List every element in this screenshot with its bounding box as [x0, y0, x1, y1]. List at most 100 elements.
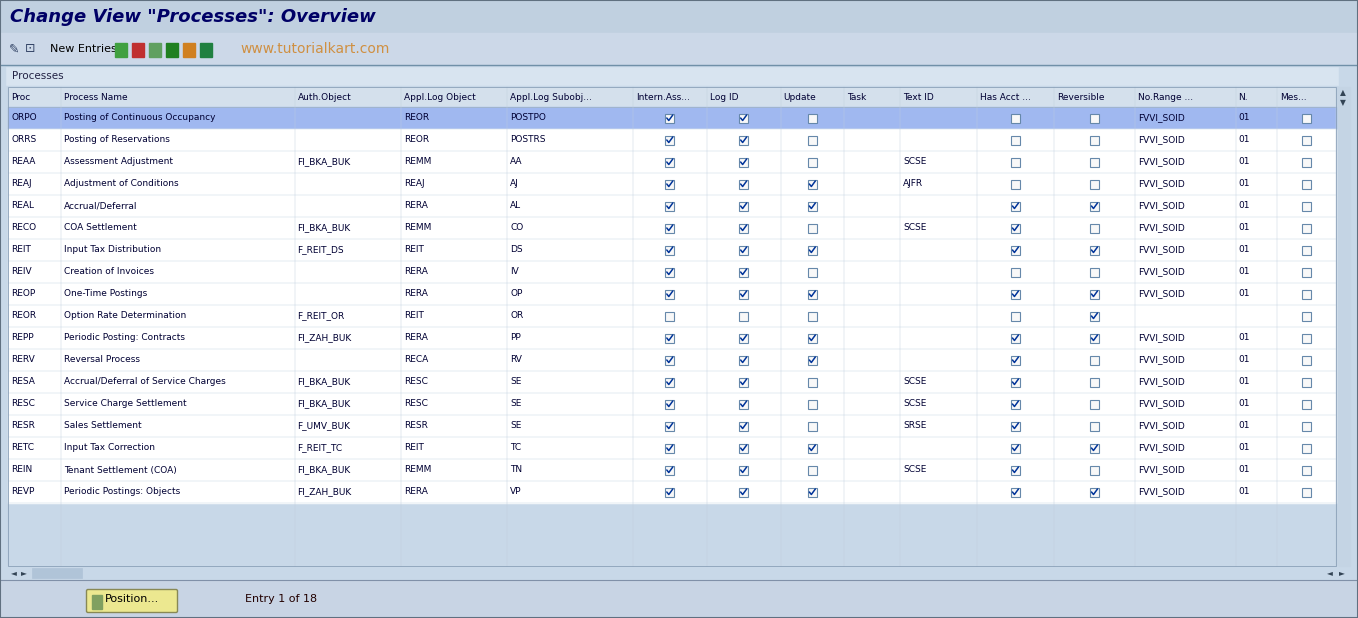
- Bar: [8, 239, 1336, 261]
- Text: Periodic Postings: Objects: Periodic Postings: Objects: [64, 488, 181, 496]
- Text: FVVI_SOID: FVVI_SOID: [1138, 135, 1184, 145]
- Bar: [808, 114, 816, 122]
- Bar: [8, 217, 1336, 239]
- Bar: [1090, 245, 1099, 255]
- Bar: [1302, 421, 1310, 431]
- Text: SCSE: SCSE: [903, 158, 926, 166]
- Text: 01: 01: [1238, 355, 1251, 365]
- Text: SCSE: SCSE: [903, 378, 926, 386]
- Bar: [1010, 378, 1020, 386]
- Text: Processes: Processes: [12, 71, 64, 81]
- Text: 01: 01: [1238, 334, 1251, 342]
- Bar: [808, 179, 816, 188]
- Bar: [665, 114, 675, 122]
- Bar: [149, 43, 162, 57]
- Text: AJFR: AJFR: [903, 179, 923, 188]
- Text: RESC: RESC: [11, 399, 35, 408]
- Bar: [0, 0, 1358, 33]
- Bar: [8, 195, 1336, 217]
- Text: Accrual/Deferral of Service Charges: Accrual/Deferral of Service Charges: [64, 378, 225, 386]
- Bar: [808, 488, 816, 496]
- Bar: [1010, 179, 1020, 188]
- Text: Posting of Continuous Occupancy: Posting of Continuous Occupancy: [64, 114, 216, 122]
- Bar: [739, 114, 748, 122]
- Bar: [808, 245, 816, 255]
- Bar: [1090, 158, 1099, 166]
- Text: SCSE: SCSE: [903, 224, 926, 232]
- Bar: [1090, 334, 1099, 342]
- Bar: [1010, 135, 1020, 145]
- Text: CO: CO: [511, 224, 524, 232]
- Bar: [1090, 224, 1099, 232]
- Text: REMM: REMM: [403, 224, 432, 232]
- Text: RESC: RESC: [403, 399, 428, 408]
- Text: SE: SE: [511, 421, 521, 431]
- Bar: [1090, 135, 1099, 145]
- Bar: [1302, 179, 1310, 188]
- Text: FVVI_SOID: FVVI_SOID: [1138, 465, 1184, 475]
- Bar: [1090, 201, 1099, 211]
- Text: FI_ZAH_BUK: FI_ZAH_BUK: [297, 334, 352, 342]
- Bar: [665, 399, 675, 408]
- Bar: [1010, 444, 1020, 452]
- Text: RESR: RESR: [11, 421, 35, 431]
- Text: REAJ: REAJ: [403, 179, 425, 188]
- Bar: [8, 87, 1336, 107]
- Text: Input Tax Correction: Input Tax Correction: [64, 444, 155, 452]
- Text: 01: 01: [1238, 158, 1251, 166]
- Bar: [808, 378, 816, 386]
- Bar: [665, 444, 675, 452]
- Bar: [739, 201, 748, 211]
- Bar: [1090, 488, 1099, 496]
- Text: COA Settlement: COA Settlement: [64, 224, 137, 232]
- Text: REAA: REAA: [11, 158, 35, 166]
- Bar: [0, 33, 1358, 65]
- Bar: [5, 67, 1338, 85]
- Text: REPP: REPP: [11, 334, 34, 342]
- Text: FI_BKA_BUK: FI_BKA_BUK: [297, 224, 350, 232]
- Text: ►: ►: [22, 569, 27, 577]
- Text: REIT: REIT: [11, 245, 31, 255]
- Text: FVVI_SOID: FVVI_SOID: [1138, 399, 1184, 408]
- Bar: [665, 378, 675, 386]
- Text: FVVI_SOID: FVVI_SOID: [1138, 179, 1184, 188]
- Text: Input Tax Distribution: Input Tax Distribution: [64, 245, 162, 255]
- Bar: [8, 283, 1336, 305]
- Bar: [8, 459, 1336, 481]
- Bar: [1302, 465, 1310, 475]
- Bar: [665, 224, 675, 232]
- Bar: [1302, 311, 1310, 321]
- Text: REIT: REIT: [403, 245, 424, 255]
- Bar: [33, 568, 81, 578]
- Text: REIT: REIT: [403, 444, 424, 452]
- Bar: [739, 179, 748, 188]
- Bar: [665, 355, 675, 365]
- Text: RECA: RECA: [403, 355, 428, 365]
- Bar: [166, 43, 178, 57]
- Bar: [1302, 355, 1310, 365]
- Text: 01: 01: [1238, 289, 1251, 298]
- Text: RERA: RERA: [403, 289, 428, 298]
- Text: POSTRS: POSTRS: [511, 135, 546, 145]
- Text: REOP: REOP: [11, 289, 35, 298]
- Text: ◄: ◄: [11, 569, 16, 577]
- Bar: [1336, 87, 1350, 566]
- Text: 01: 01: [1238, 114, 1251, 122]
- Text: REVP: REVP: [11, 488, 34, 496]
- Text: REOR: REOR: [403, 135, 429, 145]
- Text: 01: 01: [1238, 399, 1251, 408]
- Bar: [665, 135, 675, 145]
- Bar: [1302, 201, 1310, 211]
- Bar: [8, 349, 1336, 371]
- Text: FVVI_SOID: FVVI_SOID: [1138, 355, 1184, 365]
- Bar: [5, 566, 1338, 580]
- Bar: [739, 245, 748, 255]
- Text: Process Name: Process Name: [64, 93, 128, 101]
- Text: New Entries: New Entries: [50, 44, 117, 54]
- Text: F_UMV_BUK: F_UMV_BUK: [297, 421, 350, 431]
- Text: REMM: REMM: [403, 465, 432, 475]
- Text: 01: 01: [1238, 421, 1251, 431]
- Text: ORPO: ORPO: [11, 114, 37, 122]
- Bar: [8, 173, 1336, 195]
- Text: REAL: REAL: [11, 201, 34, 211]
